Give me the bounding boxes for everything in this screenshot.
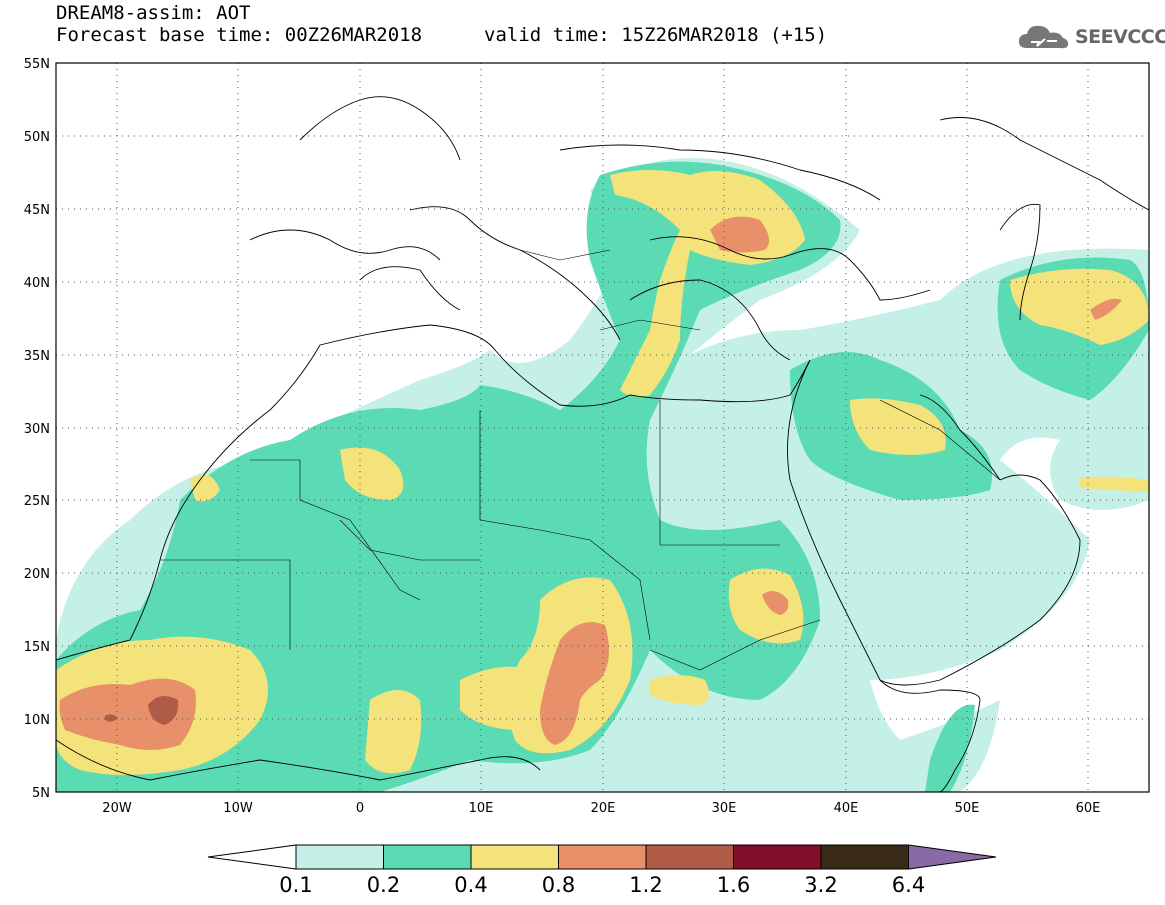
lon-tick-label: 60E xyxy=(1076,801,1101,816)
colorbar-swatch xyxy=(383,844,472,870)
map-title: DREAM8-assim: AOT xyxy=(56,2,251,24)
lat-tick-label: 15N xyxy=(24,640,50,655)
lat-tick-label: 25N xyxy=(24,494,50,509)
country-borders xyxy=(160,249,1001,671)
seevccc-logo: SEEVCCC xyxy=(1017,22,1165,52)
lat-tick-label: 55N xyxy=(24,57,50,72)
map-frame xyxy=(55,62,1150,793)
colorbar-swatch xyxy=(820,844,909,870)
colorbar-label: 0.4 xyxy=(454,873,487,897)
lat-tick-label: 5N xyxy=(32,786,50,801)
colorbar-label: 3.2 xyxy=(804,873,837,897)
colorbar-label: 6.4 xyxy=(892,873,925,897)
lon-tick-label: 0 xyxy=(356,801,364,816)
lon-tick-label: 20E xyxy=(591,801,616,816)
colorbar-swatch xyxy=(733,844,822,870)
colorbar-swatch xyxy=(558,844,647,870)
lat-tick-label: 30N xyxy=(24,422,50,437)
lat-tick-label: 10N xyxy=(24,713,50,728)
lon-tick-label: 50E xyxy=(955,801,980,816)
aot-fields xyxy=(56,158,1149,792)
lon-tick-label: 10W xyxy=(223,801,253,816)
colorbar-max-arrow xyxy=(908,844,997,870)
forecast-base-time: Forecast base time: 00Z26MAR2018 xyxy=(56,24,423,46)
colorbar-swatch xyxy=(295,844,384,870)
lat-tick-label: 20N xyxy=(24,567,50,582)
colorbar-label: 1.2 xyxy=(629,873,662,897)
colorbar-label: 0.8 xyxy=(542,873,575,897)
lon-tick-label: 40E xyxy=(834,801,859,816)
lon-axis: 20W 10W 0 10E 20E 30E 40E 50E 60E xyxy=(102,801,1100,816)
grid-lines xyxy=(56,63,1149,792)
colorbar-label: 0.2 xyxy=(367,873,400,897)
lon-tick-label: 30E xyxy=(712,801,737,816)
valid-time: valid time: 15Z26MAR2018 (+15) xyxy=(484,24,828,46)
lat-tick-label: 50N xyxy=(24,130,50,145)
lat-tick-label: 45N xyxy=(24,203,50,218)
lon-tick-label: 10E xyxy=(469,801,494,816)
logo-text: SEEVCCC xyxy=(1075,26,1165,48)
colorbar-label: 0.1 xyxy=(279,873,312,897)
colorbar-label: 1.6 xyxy=(717,873,750,897)
aot-level-1.2 xyxy=(105,696,179,725)
cloud-icon xyxy=(1018,25,1069,49)
colorbar-labels: 0.1 0.2 0.4 0.8 1.2 1.6 3.2 6.4 xyxy=(279,873,925,897)
lat-axis: 55N 50N 45N 40N 35N 30N 25N 20N 15N 10N … xyxy=(24,57,50,801)
colorbar-swatch xyxy=(470,844,559,870)
colorbar-min-arrow xyxy=(207,844,297,870)
lat-tick-label: 40N xyxy=(24,276,50,291)
coastlines xyxy=(56,96,1149,792)
lat-tick-label: 35N xyxy=(24,349,50,364)
colorbar-swatch xyxy=(645,844,734,870)
lon-tick-label: 20W xyxy=(102,801,132,816)
colorbar xyxy=(207,844,997,870)
